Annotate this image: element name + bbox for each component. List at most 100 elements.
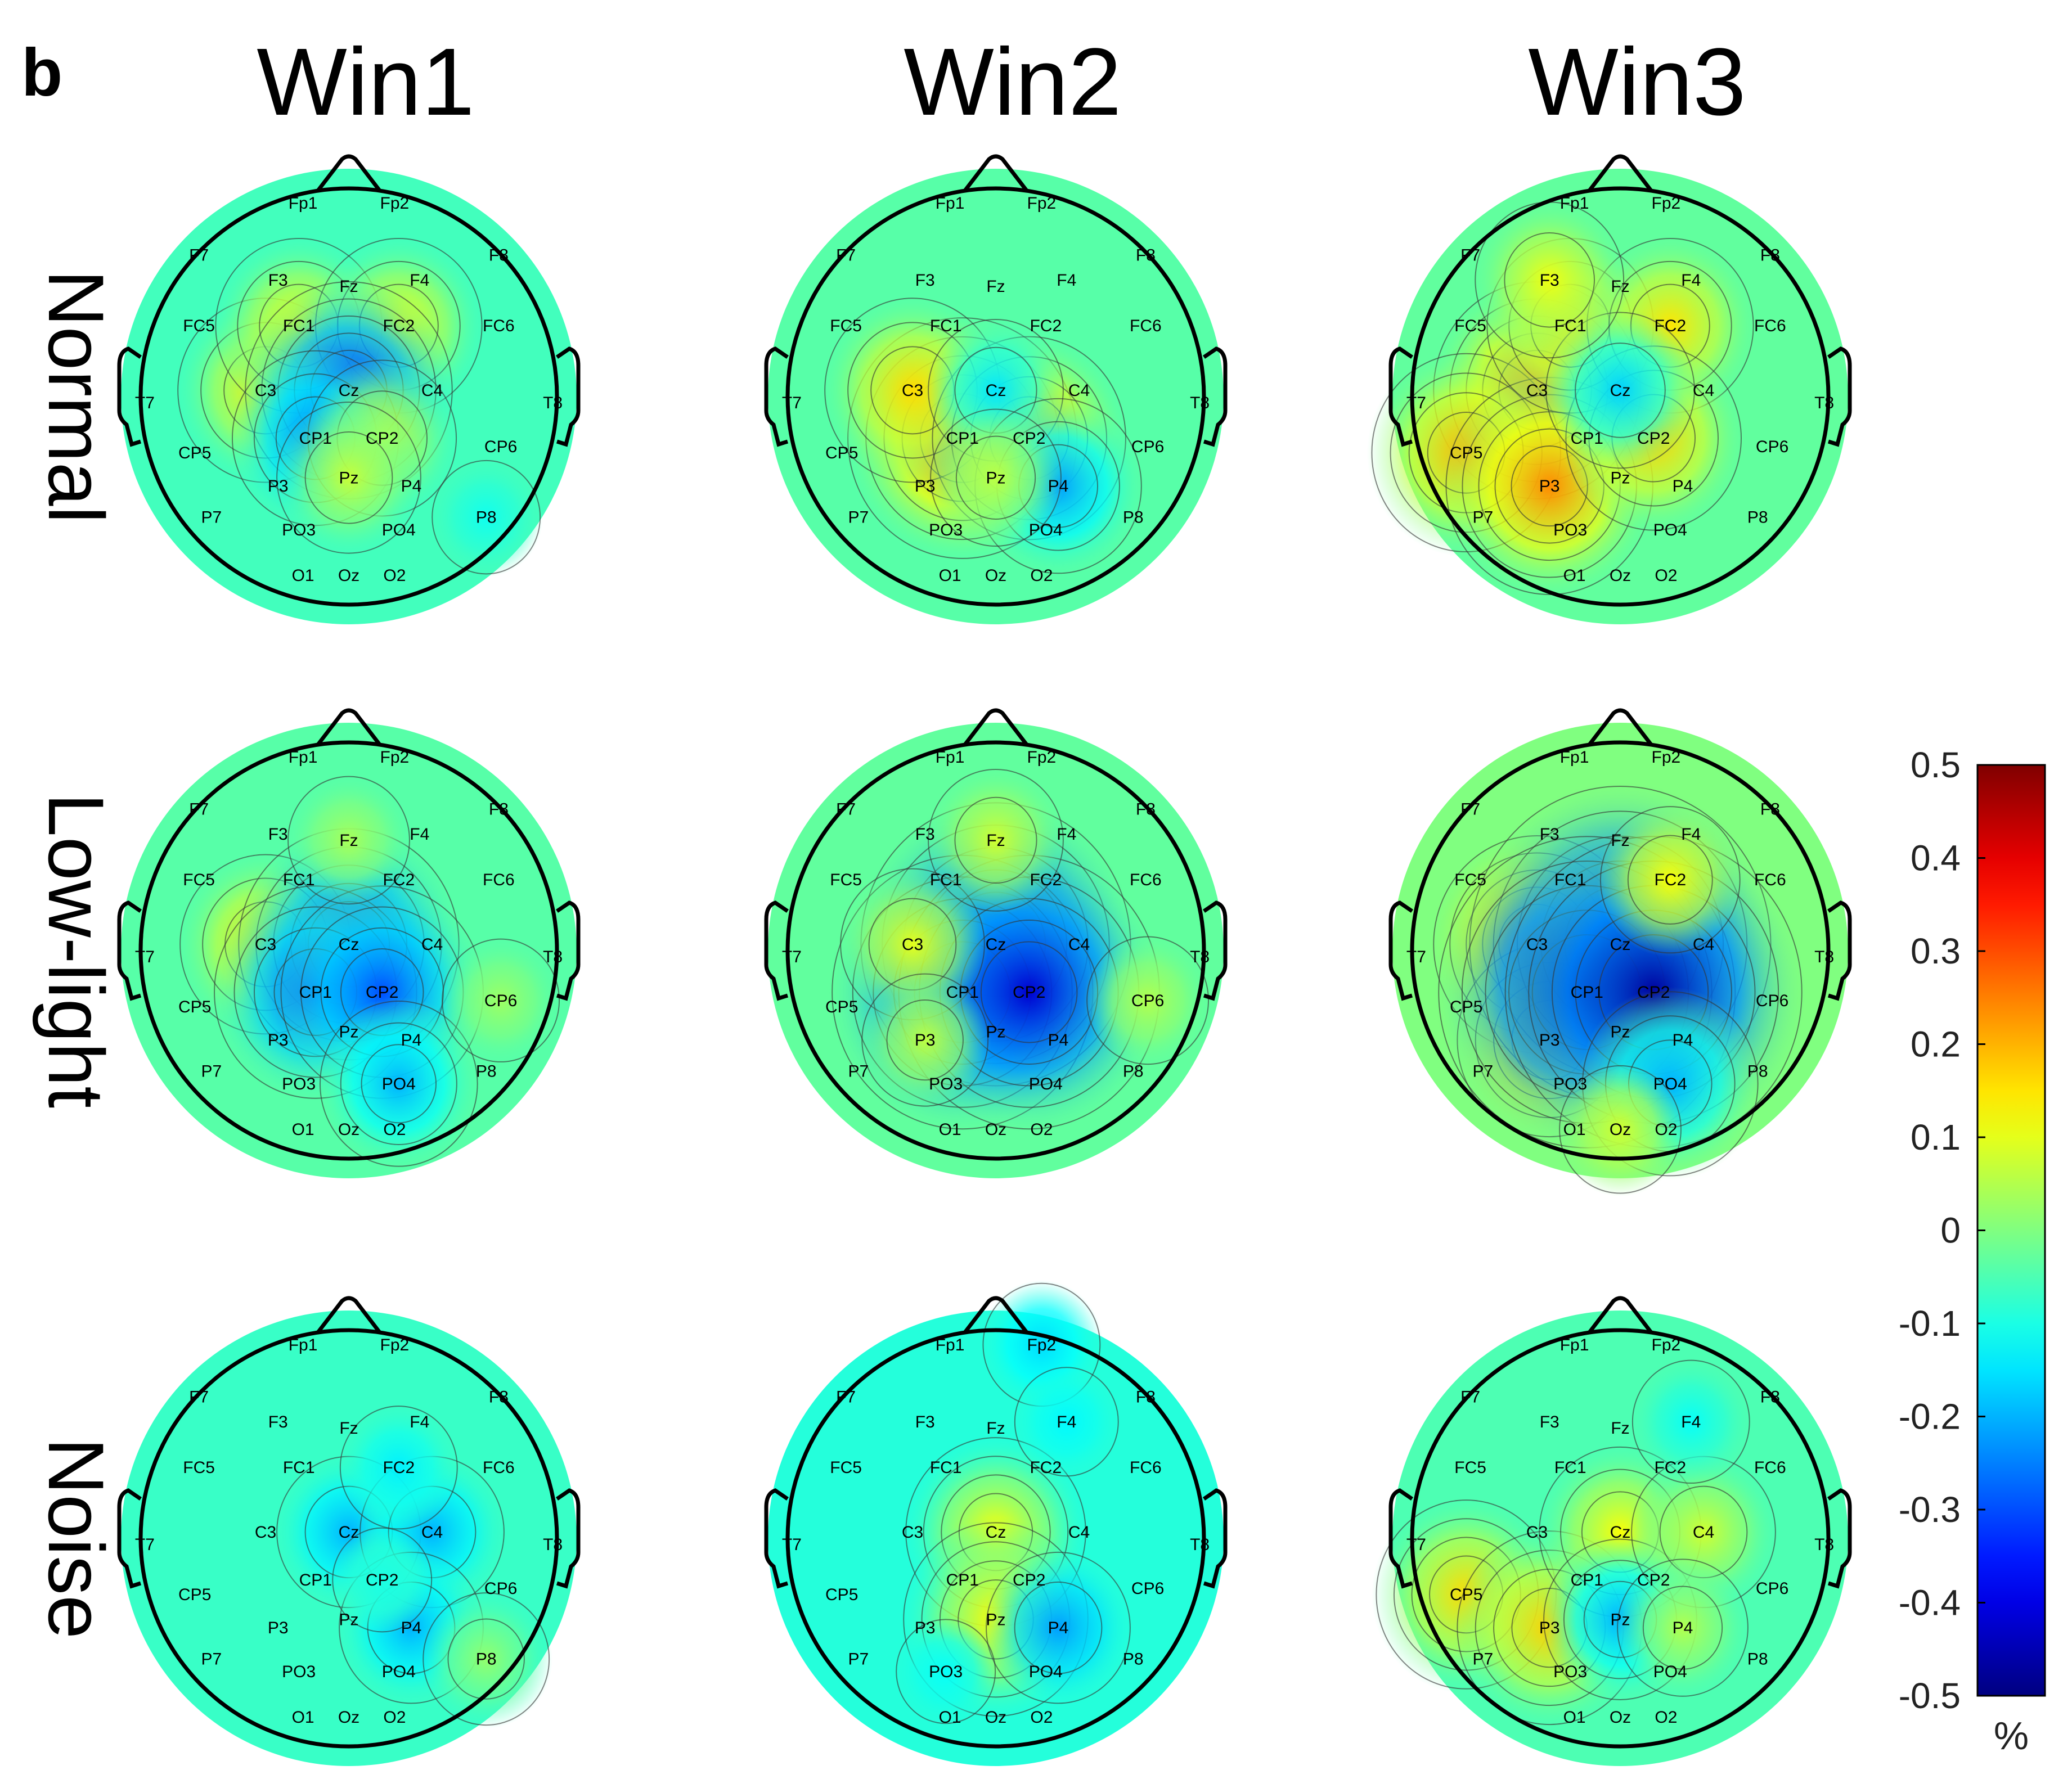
activation-p8 bbox=[420, 1589, 552, 1729]
electrode-label-cp5: CP5 bbox=[1450, 998, 1482, 1016]
topomap-low-light-win2: Fp1 Fp2 F7 F3 Fz F4 F8 FC5 FC1 FC2 FC6 T7 C3 Cz C4 T8 CP… bbox=[764, 708, 1228, 1178]
electrode-label-fc5: FC5 bbox=[1454, 1458, 1486, 1477]
electrode-label-p4: P4 bbox=[1673, 1619, 1693, 1637]
electrode-label-fc2: FC2 bbox=[383, 317, 415, 335]
electrode-label-cp1: CP1 bbox=[299, 1571, 332, 1589]
electrode-label-cp5: CP5 bbox=[825, 998, 858, 1016]
electrode-label-c3: C3 bbox=[255, 1523, 276, 1542]
electrode-label-fc1: FC1 bbox=[283, 317, 315, 335]
electrode-label-o2: O2 bbox=[383, 1120, 406, 1139]
electrode-label-po4: PO4 bbox=[382, 521, 416, 539]
electrode-label-cp6: CP6 bbox=[1131, 992, 1164, 1010]
electrode-label-oz: Oz bbox=[1610, 1120, 1631, 1139]
column-title-win2: Win2 bbox=[904, 29, 1122, 136]
electrode-label-fz: Fz bbox=[1611, 831, 1629, 850]
electrode-label-fc2: FC2 bbox=[1030, 317, 1062, 335]
contour-line bbox=[340, 1022, 457, 1145]
electrode-label-p3: P3 bbox=[1539, 477, 1560, 496]
electrode-label-po3: PO3 bbox=[929, 1075, 963, 1093]
electrode-label-c4: C4 bbox=[421, 935, 443, 954]
topomap-normal-win3: Fp1 Fp2 F7 F3 Fz F4 F8 FC5 FC1 FC2 FC6 T7 C3 Cz C4 T8 CP… bbox=[1367, 154, 1852, 624]
contour-line bbox=[1631, 1359, 1750, 1484]
contour-line bbox=[442, 938, 560, 1062]
electrode-label-p7: P7 bbox=[201, 1062, 222, 1081]
electrode-label-fc1: FC1 bbox=[283, 871, 315, 889]
contour-line bbox=[332, 1527, 433, 1633]
electrode-label-o1: O1 bbox=[1563, 1120, 1586, 1139]
contour-line bbox=[423, 1592, 550, 1726]
electrode-label-o1: O1 bbox=[939, 1120, 961, 1139]
electrode-label-o2: O2 bbox=[1030, 566, 1053, 585]
electrode-label-f8: F8 bbox=[489, 246, 509, 264]
electrode-label-p4: P4 bbox=[1048, 1619, 1069, 1637]
electrode-label-po3: PO3 bbox=[282, 521, 316, 539]
electrode-label-fc5: FC5 bbox=[830, 317, 862, 335]
electrode-label-c4: C4 bbox=[421, 1523, 443, 1542]
activation-f3 bbox=[1471, 198, 1628, 362]
electrode-label-oz: Oz bbox=[338, 1120, 359, 1139]
electrode-label-fc1: FC1 bbox=[930, 1458, 962, 1477]
electrode-label-cp6: CP6 bbox=[1131, 1579, 1164, 1598]
electrode-label-oz: Oz bbox=[1610, 566, 1631, 585]
electrode-label-fc1: FC1 bbox=[283, 1458, 315, 1477]
electrode-label-fz: Fz bbox=[339, 831, 358, 850]
electrode-label-p7: P7 bbox=[1472, 508, 1493, 527]
activation-f4 bbox=[1629, 1357, 1753, 1487]
head-outline bbox=[1410, 740, 1831, 1161]
colorbar-tick-label: 0.3 bbox=[1911, 931, 1961, 971]
electrode-label-t7: T7 bbox=[782, 394, 802, 412]
electrode-label-f8: F8 bbox=[1136, 800, 1156, 818]
electrode-label-cz: Cz bbox=[339, 381, 359, 400]
electrode-label-fc2: FC2 bbox=[1654, 1458, 1686, 1477]
contour-line bbox=[276, 402, 421, 554]
electrode-label-f7: F7 bbox=[189, 246, 209, 264]
electrode-label-p7: P7 bbox=[1472, 1062, 1493, 1081]
nose-outline bbox=[963, 708, 1028, 746]
electrode-label-cp6: CP6 bbox=[484, 438, 517, 456]
right-ear-outline bbox=[556, 1488, 581, 1589]
electrode-label-fc6: FC6 bbox=[1754, 1458, 1786, 1477]
electrode-label-f3: F3 bbox=[268, 271, 288, 290]
contour-line bbox=[1504, 232, 1595, 328]
contour-line bbox=[1575, 343, 1666, 438]
electrode-label-cp1: CP1 bbox=[1571, 1571, 1603, 1589]
electrode-label-cz: Cz bbox=[1610, 1523, 1631, 1542]
electrode-label-fc2: FC2 bbox=[1654, 871, 1686, 889]
contour-line bbox=[1599, 806, 1741, 954]
electrode-label-fc6: FC6 bbox=[483, 1458, 515, 1477]
panel-label: b bbox=[21, 35, 63, 110]
electrode-label-cp2: CP2 bbox=[1637, 983, 1670, 1002]
contour-line bbox=[930, 408, 1062, 547]
activation-p3 bbox=[859, 970, 991, 1110]
electrode-label-fc6: FC6 bbox=[1754, 317, 1786, 335]
column-title-win3: Win3 bbox=[1528, 29, 1746, 136]
activation-po3 bbox=[893, 1616, 998, 1727]
electrode-label-fc2: FC2 bbox=[1030, 1458, 1062, 1477]
colorbar-gradient bbox=[1976, 764, 2046, 1697]
electrode-label-t7: T7 bbox=[782, 1535, 802, 1554]
electrode-label-cz: Cz bbox=[986, 381, 1006, 400]
electrode-label-f7: F7 bbox=[1460, 246, 1480, 264]
nose-outline bbox=[316, 154, 381, 192]
electrode-label-po4: PO4 bbox=[1029, 1663, 1063, 1681]
contour-line bbox=[896, 1619, 996, 1724]
electrode-label-fp2: Fp2 bbox=[1652, 1336, 1681, 1354]
electrode-label-fc1: FC1 bbox=[1554, 871, 1586, 889]
colorbar-tick-label: 0.2 bbox=[1911, 1024, 1961, 1065]
electrode-label-c3: C3 bbox=[902, 381, 923, 400]
electrode-label-cp1: CP1 bbox=[946, 983, 979, 1002]
electrode-label-fc5: FC5 bbox=[1454, 317, 1486, 335]
electrode-label-cp2: CP2 bbox=[1637, 1571, 1670, 1589]
nose-outline bbox=[1588, 154, 1653, 192]
electrode-label-f4: F4 bbox=[410, 1413, 429, 1431]
electrode-label-c4: C4 bbox=[1068, 935, 1090, 954]
electrode-label-p3: P3 bbox=[1539, 1031, 1560, 1050]
contour-line bbox=[1627, 835, 1713, 925]
electrode-label-fz: Fz bbox=[986, 277, 1005, 296]
electrode-label-po4: PO4 bbox=[1653, 1663, 1687, 1681]
left-ear-outline bbox=[1388, 1488, 1413, 1589]
electrode-label-cp6: CP6 bbox=[1756, 1579, 1788, 1598]
electrode-label-o2: O2 bbox=[383, 1708, 406, 1727]
electrode-label-f7: F7 bbox=[1460, 800, 1480, 818]
